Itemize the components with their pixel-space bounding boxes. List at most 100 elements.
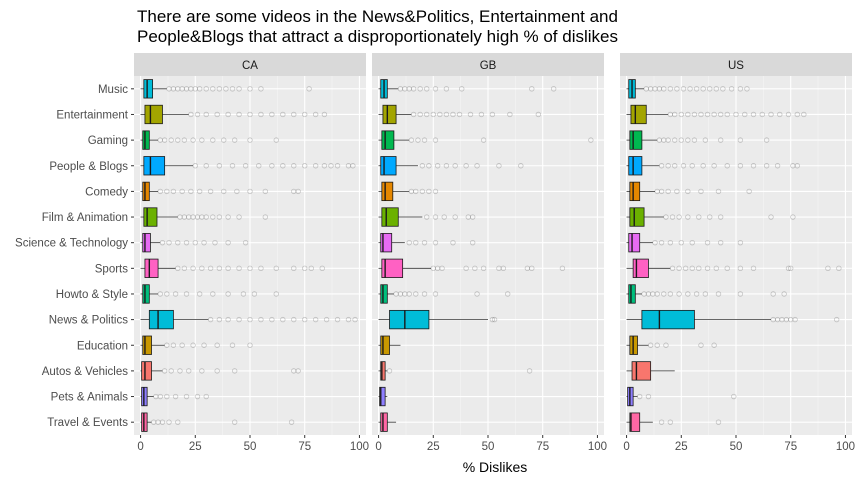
y-tick-label: Autos & Vehicles [42, 366, 129, 378]
outlier-point [229, 163, 236, 169]
box-iqr [142, 284, 150, 304]
outlier-point [312, 111, 319, 118]
outlier-point [469, 214, 476, 220]
outlier-point [685, 291, 691, 297]
box-iqr [629, 412, 641, 432]
outlier-point [693, 86, 700, 92]
outlier-point [672, 137, 678, 143]
outlier-point [432, 86, 439, 92]
outlier-point [693, 291, 700, 297]
outlier-point [273, 265, 279, 272]
x-tick-label: 0 [375, 441, 381, 453]
box-sports [626, 258, 842, 278]
box-gaming [140, 130, 279, 150]
outlier-point [763, 137, 770, 143]
box-sports [140, 258, 325, 278]
outlier-point [413, 291, 419, 297]
outlier-point [711, 342, 717, 348]
outlier-point [175, 239, 181, 246]
outlier-point [236, 316, 242, 323]
outlier-point [724, 265, 730, 272]
box-film-animation [626, 207, 796, 227]
outlier-point [194, 214, 201, 220]
outlier-point [489, 111, 496, 118]
outlier-point [474, 291, 480, 297]
facet-panel-gb: GB 0 25 50 75 100 [372, 53, 607, 453]
outlier-point [678, 239, 684, 246]
outlier-point [175, 86, 181, 92]
outlier-point [421, 137, 428, 143]
outlier-point [417, 86, 423, 92]
outlier-point [432, 214, 439, 220]
outlier-point [190, 265, 196, 272]
outlier-point [715, 188, 722, 195]
outlier-point [711, 163, 717, 169]
outlier-point [676, 265, 682, 272]
box-iqr [143, 156, 166, 176]
outlier-point [437, 111, 443, 118]
outlier-point [687, 86, 693, 92]
outlier-point [469, 239, 476, 246]
box-iqr [632, 258, 649, 278]
outlier-point [194, 111, 201, 118]
box-pets-animals [626, 386, 737, 407]
outlier-point [421, 291, 428, 297]
outlier-point [717, 137, 724, 143]
outlier-point [535, 111, 542, 118]
outlier-point [529, 86, 535, 92]
outlier-point [704, 239, 711, 246]
outlier-point [247, 137, 253, 143]
facet-strip [372, 53, 604, 76]
outlier-point [667, 86, 674, 92]
y-tick-label: Comedy [85, 186, 128, 198]
outlier-point [737, 265, 744, 272]
outlier-point [658, 188, 665, 195]
outlier-point [210, 214, 216, 220]
outlier-point [280, 111, 286, 118]
box-people-blogs [378, 156, 524, 176]
outlier-point [737, 239, 744, 246]
outlier-point [225, 316, 231, 323]
outlier-point [269, 316, 275, 323]
outlier-point [417, 111, 423, 118]
box-iqr [144, 258, 159, 278]
box-iqr [380, 156, 397, 176]
outlier-point [203, 393, 209, 400]
outlier-point [750, 163, 757, 169]
outlier-point [188, 86, 194, 92]
box-news-politics [378, 309, 498, 330]
outlier-point [724, 163, 730, 169]
outlier-point [550, 86, 557, 92]
outlier-point [518, 163, 524, 169]
outlier-point [790, 163, 796, 169]
outlier-point [172, 393, 179, 400]
box-news-politics [626, 309, 840, 330]
outlier-point [236, 214, 242, 220]
outlier-point [242, 163, 249, 169]
box-travel-events [626, 412, 722, 432]
outlier-point [223, 86, 229, 92]
outlier-point [452, 163, 458, 169]
box-iqr [141, 361, 152, 381]
x-tick-label: 75 [298, 441, 311, 453]
outlier-point [742, 111, 748, 118]
facet-strip [620, 53, 852, 76]
box-iqr [641, 309, 695, 330]
outlier-point [432, 239, 439, 246]
outlier-point [194, 393, 201, 400]
outlier-point [164, 393, 170, 400]
outlier-point [480, 137, 487, 143]
outlier-point [168, 137, 174, 143]
box-iqr [381, 130, 395, 150]
outlier-point [210, 291, 216, 297]
outlier-point [203, 214, 209, 220]
outlier-point [302, 163, 308, 169]
outlier-point [203, 86, 209, 92]
outlier-point [291, 368, 297, 374]
y-tick-label: Travel & Events [47, 417, 128, 429]
box-iqr [380, 233, 393, 253]
box-iqr [143, 79, 154, 99]
y-tick-label: Music [98, 84, 128, 96]
outlier-point [731, 393, 737, 400]
box-iqr [628, 233, 641, 253]
